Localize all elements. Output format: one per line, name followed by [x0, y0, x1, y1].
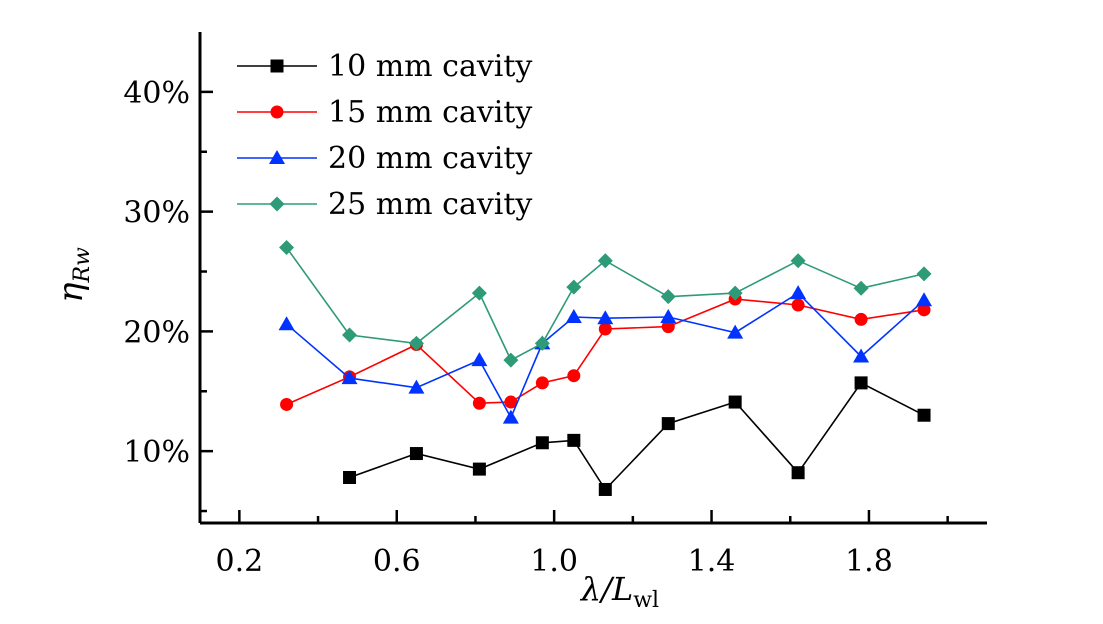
- data-point-circle-marker: [535, 376, 549, 390]
- legend-item: 15 mm cavity: [237, 95, 532, 130]
- data-point-diamond-marker: [853, 280, 869, 296]
- data-point-triangle-marker: [790, 285, 807, 300]
- data-point-square-marker: [343, 470, 357, 484]
- legend-label: 25 mm cavity: [328, 187, 532, 222]
- x-tick-label: 1.8: [845, 544, 893, 579]
- y-tick-label: 10%: [123, 435, 190, 470]
- legend-item: 20 mm cavity: [237, 141, 532, 176]
- x-tick-label: 1.0: [530, 544, 578, 579]
- y-axis-title-main: η: [51, 282, 91, 303]
- data-point-diamond-marker: [660, 289, 676, 305]
- legend-label: 15 mm cavity: [328, 95, 532, 130]
- data-point-diamond-marker: [408, 335, 424, 351]
- legend-label: 20 mm cavity: [328, 141, 532, 176]
- data-point-square-marker: [728, 395, 742, 409]
- legend-item: 25 mm cavity: [237, 187, 532, 222]
- data-point-circle-marker: [504, 395, 518, 409]
- data-point-triangle-marker: [597, 310, 614, 325]
- data-point-square-marker: [661, 417, 675, 431]
- data-point-triangle-marker: [565, 309, 582, 324]
- data-point-circle-marker: [791, 298, 805, 312]
- data-point-square-marker: [472, 462, 486, 476]
- data-point-triangle-marker: [660, 309, 677, 324]
- data-point-square-marker: [598, 482, 612, 496]
- data-point-diamond-marker: [597, 253, 613, 269]
- x-axis-title-main: λ/L: [579, 570, 633, 608]
- data-point-diamond-marker: [727, 285, 743, 301]
- data-point-circle-marker: [567, 369, 581, 383]
- data-point-circle-marker: [280, 397, 294, 411]
- data-point-triangle-marker: [853, 348, 870, 363]
- data-point-triangle-marker: [502, 409, 519, 424]
- data-point-square-marker: [270, 59, 284, 73]
- data-point-diamond-marker: [566, 279, 582, 295]
- data-point-diamond-marker: [342, 327, 358, 343]
- y-axis-title-sub: Rw: [70, 247, 95, 284]
- axes: 0.2 0.6 1.0 1.4 1.8 10% 20% 30% 40%: [123, 32, 987, 579]
- data-point-triangle-marker: [471, 352, 488, 367]
- legend-label: 10 mm cavity: [328, 49, 532, 84]
- series-20-mm-cavity: [278, 285, 933, 424]
- data-point-diamond-marker: [269, 196, 285, 212]
- y-tick-label: 40%: [123, 76, 190, 111]
- data-point-diamond-marker: [916, 266, 932, 282]
- data-point-diamond-marker: [790, 253, 806, 269]
- data-point-square-marker: [409, 447, 423, 461]
- series-25-mm-cavity: [279, 240, 932, 368]
- data-point-diamond-marker: [534, 335, 550, 351]
- x-axis-title: λ/Lwl: [579, 570, 659, 613]
- data-point-triangle-marker: [269, 150, 285, 164]
- data-point-diamond-marker: [471, 285, 487, 301]
- data-point-triangle-marker: [341, 370, 358, 385]
- data-point-triangle-marker: [408, 379, 425, 394]
- legend-item: 10 mm cavity: [237, 49, 532, 84]
- data-point-square-marker: [535, 436, 549, 450]
- data-point-circle-marker: [661, 320, 675, 334]
- y-tick-label: 30%: [123, 196, 190, 231]
- data-point-triangle-marker: [727, 324, 744, 339]
- data-point-circle-marker: [472, 396, 486, 410]
- data-point-square-marker: [917, 408, 931, 422]
- x-tick-label: 0.2: [215, 544, 263, 579]
- series-10-mm-cavity: [343, 376, 931, 496]
- x-axis-title-sub: wl: [633, 588, 659, 613]
- data-point-circle-marker: [917, 303, 931, 317]
- data-point-square-marker: [854, 376, 868, 390]
- y-tick-label: 20%: [123, 315, 190, 350]
- data-point-square-marker: [791, 466, 805, 480]
- series-line: [349, 381, 925, 491]
- data-point-triangle-marker: [916, 292, 933, 307]
- data-point-circle-marker: [598, 322, 612, 336]
- legend: 10 mm cavity 15 mm cavity 20 mm cavity 25 m…: [237, 49, 532, 222]
- data-point-circle-marker: [270, 105, 284, 119]
- x-tick-label: 1.4: [688, 544, 736, 579]
- data-point-diamond-marker: [503, 352, 519, 368]
- x-tick-label: 0.6: [373, 544, 421, 579]
- y-axis-title: ηRw: [51, 247, 95, 303]
- data-point-diamond-marker: [279, 240, 295, 256]
- data-point-circle-marker: [854, 312, 868, 326]
- data-point-square-marker: [567, 433, 581, 447]
- data-point-triangle-marker: [278, 316, 295, 331]
- series-layer: [278, 240, 933, 496]
